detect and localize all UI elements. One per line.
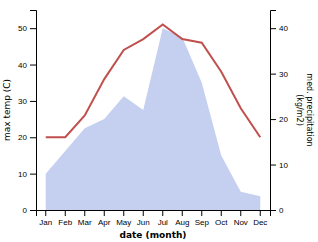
y2-axis-title: med. precipitation(kg/m2) — [295, 73, 314, 146]
axis-line — [37, 211, 271, 217]
axis-line — [271, 11, 277, 211]
tick-mark — [30, 174, 36, 175]
tick: 0 — [23, 206, 36, 215]
tick: 40 — [270, 24, 288, 33]
tick-label: Apr — [98, 218, 111, 227]
marks — [46, 25, 261, 210]
tick: May — [116, 210, 131, 227]
tick-mark — [270, 119, 276, 120]
temperature-line — [46, 25, 261, 138]
tick: Jul — [158, 210, 168, 227]
tick-mark — [123, 210, 124, 216]
tick-label: 30 — [18, 97, 27, 106]
tick-label: Sep — [195, 218, 210, 227]
tick-mark — [260, 210, 261, 216]
tick: Jun — [137, 210, 150, 227]
tick-mark — [221, 210, 222, 216]
tick-mark — [65, 210, 66, 216]
y-axis-title: max temp (C) — [2, 79, 12, 141]
tick-mark — [30, 210, 36, 211]
tick-label: May — [116, 218, 131, 227]
tick: Oct — [215, 210, 228, 227]
tick-label: 10 — [18, 170, 27, 179]
tick-label: Jan — [39, 218, 52, 227]
tick: 50 — [18, 24, 36, 33]
tick-mark — [84, 210, 85, 216]
tick-label: 30 — [279, 70, 288, 79]
tick-label: Dec — [253, 218, 267, 227]
tick-mark — [270, 165, 276, 166]
tick: 30 — [18, 97, 36, 106]
tick: Feb — [58, 210, 72, 227]
tick-label: Jun — [137, 218, 150, 227]
y2-axis-title-line: (kg/m2) — [295, 94, 304, 126]
tick-mark — [143, 210, 144, 216]
precipitation-area — [46, 28, 261, 210]
tick-label: 40 — [279, 24, 288, 33]
tick-label: 40 — [18, 61, 27, 70]
tick-label: Oct — [215, 218, 228, 227]
chart: Jan Feb Mar Apr May Jun Jul Aug Sep Oct Nov Dec 0 10 2… — [0, 0, 318, 242]
x-axis: Jan Feb Mar Apr May Jun Jul Aug Sep Oct Nov Dec — [37, 210, 271, 227]
tick-label: 0 — [23, 206, 28, 215]
tick-label: 50 — [18, 24, 27, 33]
tick-mark — [270, 210, 276, 211]
tick: Mar — [78, 210, 92, 227]
tick: 10 — [18, 170, 36, 179]
tick: 20 — [270, 115, 288, 124]
tick-label: Feb — [58, 218, 72, 227]
tick: 20 — [18, 133, 36, 142]
axis-line — [30, 11, 37, 211]
tick-label: 20 — [279, 115, 288, 124]
tick-label: Jul — [158, 218, 168, 227]
y2-axis-title-line: med. precipitation — [305, 73, 314, 146]
tick: Sep — [195, 210, 210, 227]
tick: Nov — [234, 210, 248, 227]
tick-mark — [201, 210, 202, 216]
tick-mark — [270, 28, 276, 29]
tick-label: 10 — [279, 161, 288, 170]
tick-label: Nov — [234, 218, 248, 227]
tick-mark — [104, 210, 105, 216]
tick: 10 — [270, 161, 288, 170]
tick-mark — [30, 137, 36, 138]
tick-mark — [45, 210, 46, 216]
tick: 0 — [270, 206, 284, 215]
tick-label: 0 — [279, 206, 284, 215]
tick-mark — [30, 28, 36, 29]
tick-mark — [240, 210, 241, 216]
tick-label: Mar — [78, 218, 92, 227]
tick-mark — [30, 65, 36, 66]
tick: Aug — [175, 210, 189, 227]
tick-mark — [162, 210, 163, 216]
tick-mark — [182, 210, 183, 216]
tick: 40 — [18, 61, 36, 70]
tick-label: 20 — [18, 133, 27, 142]
y2-axis: 0 10 20 30 40 — [270, 11, 288, 216]
y-axis: 0 10 20 30 40 50 — [18, 11, 36, 216]
tick-mark — [270, 74, 276, 75]
tick: Apr — [98, 210, 111, 227]
tick: Dec — [253, 210, 267, 227]
tick: Jan — [39, 210, 52, 227]
tick-label: Aug — [175, 218, 189, 227]
tick-mark — [30, 101, 36, 102]
tick: 30 — [270, 70, 288, 79]
x-axis-title: date (month) — [120, 230, 187, 240]
plot: Jan Feb Mar Apr May Jun Jul Aug Sep Oct Nov Dec 0 10 2… — [18, 11, 288, 227]
